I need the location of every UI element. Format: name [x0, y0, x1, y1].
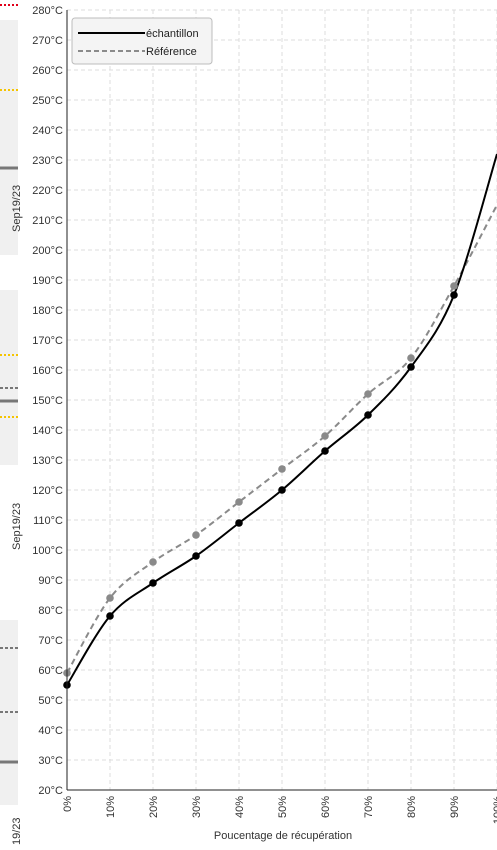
x-axis-ticks: 0% 10% 20% 30% 40% 50% 60% 70% 80% 90% 100%	[62, 796, 497, 824]
point-reference	[321, 432, 329, 440]
point-reference	[278, 465, 286, 473]
y-tick-label: 150°C	[32, 395, 63, 407]
y-tick-label: 200°C	[32, 245, 63, 257]
point-reference	[106, 594, 114, 602]
y-tick-label: 250°C	[32, 95, 63, 107]
side-panel-block	[0, 290, 18, 465]
y-tick-label: 240°C	[32, 125, 63, 137]
point-echantillon	[106, 612, 114, 620]
x-tick-label: 50%	[277, 796, 289, 818]
side-date-label: Sep19/23	[11, 185, 23, 232]
point-reference	[192, 531, 200, 539]
x-tick-label: 10%	[105, 796, 117, 818]
point-echantillon	[192, 552, 200, 560]
legend-label-echantillon: échantillon	[146, 28, 199, 40]
y-tick-label: 30°C	[38, 755, 63, 767]
side-date-label: Sep19/23	[11, 503, 23, 550]
y-tick-label: 20°C	[38, 785, 63, 797]
x-tick-label: 70%	[363, 796, 375, 818]
y-tick-label: 280°C	[32, 5, 63, 17]
point-echantillon	[235, 519, 243, 527]
point-echantillon	[321, 447, 329, 455]
legend-label-reference: Référence	[146, 46, 197, 58]
left-partial-panel: Sep19/23 Sep19/23 19/23	[0, 4, 23, 845]
point-echantillon	[364, 411, 372, 419]
side-panel-block	[0, 20, 18, 255]
series-points	[63, 282, 458, 689]
point-echantillon	[407, 363, 415, 371]
y-tick-label: 230°C	[32, 155, 63, 167]
y-tick-label: 120°C	[32, 485, 63, 497]
point-echantillon	[450, 291, 458, 299]
y-tick-label: 260°C	[32, 65, 63, 77]
side-date-label: 19/23	[11, 817, 23, 845]
point-reference	[149, 558, 157, 566]
y-tick-label: 110°C	[33, 515, 63, 527]
x-tick-label: 40%	[234, 796, 246, 818]
y-tick-label: 220°C	[32, 185, 63, 197]
legend: échantillon Référence	[71, 17, 213, 65]
x-tick-label: 80%	[406, 796, 418, 818]
y-tick-label: 160°C	[32, 365, 63, 377]
y-tick-label: 70°C	[38, 635, 63, 647]
y-axis-ticks: 20°C 30°C 40°C 50°C 60°C 70°C 80°C 90°C 100°C 110…	[32, 5, 63, 797]
x-tick-label: 30%	[191, 796, 203, 818]
point-echantillon	[149, 579, 157, 587]
chart-grid	[66, 9, 497, 791]
x-axis-label: Poucentage de récupération	[214, 830, 352, 842]
y-tick-label: 130°C	[32, 455, 63, 467]
point-reference	[407, 354, 415, 362]
y-tick-label: 60°C	[38, 665, 63, 677]
point-reference	[450, 282, 458, 290]
y-tick-label: 100°C	[32, 545, 63, 557]
y-tick-label: 80°C	[38, 605, 63, 617]
y-tick-label: 180°C	[32, 305, 63, 317]
point-reference	[235, 498, 243, 506]
x-tick-label: 100%	[492, 796, 497, 824]
y-tick-label: 210°C	[32, 215, 63, 227]
side-panel-block	[0, 620, 18, 805]
x-tick-label: 20%	[148, 796, 160, 818]
y-tick-label: 170°C	[32, 335, 63, 347]
y-tick-label: 190°C	[32, 275, 63, 287]
x-tick-label: 60%	[320, 796, 332, 818]
point-echantillon	[278, 486, 286, 494]
x-tick-label: 0%	[62, 796, 74, 812]
series-line-echantillon	[66, 153, 497, 686]
point-reference	[364, 390, 372, 398]
x-tick-label: 90%	[449, 796, 461, 818]
y-tick-label: 140°C	[32, 425, 63, 437]
legend-box	[71, 17, 213, 65]
y-tick-label: 90°C	[38, 575, 63, 587]
y-tick-label: 40°C	[38, 725, 63, 737]
y-tick-label: 270°C	[32, 35, 63, 47]
y-tick-label: 50°C	[38, 695, 63, 707]
